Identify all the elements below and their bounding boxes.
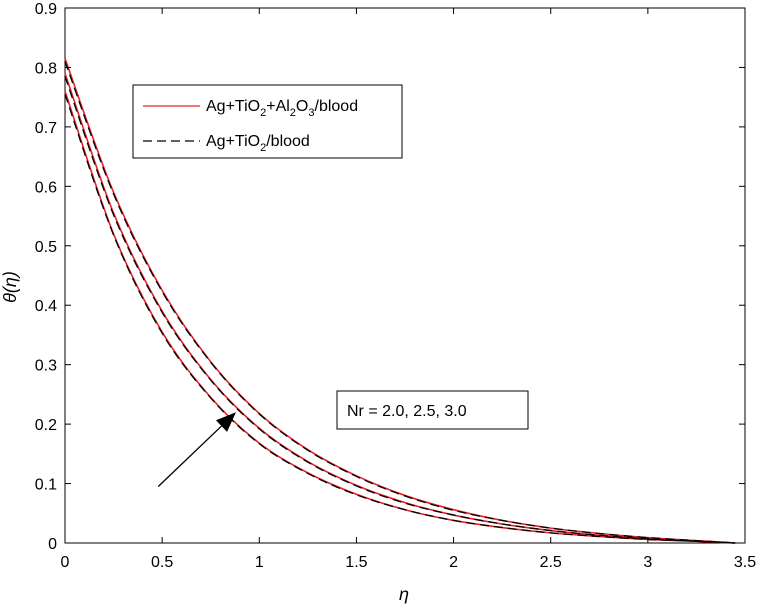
y-tick-label: 0.6: [35, 179, 57, 196]
y-tick-label: 0.2: [35, 417, 57, 434]
x-tick-label: 1.5: [345, 554, 367, 571]
x-tick-label: 0: [61, 554, 70, 571]
legend-box: [132, 84, 403, 159]
annotation-text: Nr = 2.0, 2.5, 3.0: [347, 403, 467, 420]
axis-ticks: 0 0.5 1 1.5 2 2.5 3 3.5 0 0.1 0.2 0.3 0.4 0.5 0.6 0.7 0.…: [35, 1, 756, 571]
legend-entry-2: Ag+TiO2/blood: [206, 133, 310, 154]
series-line-dashed-1: [64, 93, 736, 544]
series-line-dashed-2: [64, 76, 736, 544]
y-tick-label: 0.4: [35, 298, 57, 315]
y-tick-label: 0.1: [35, 477, 57, 494]
y-tick-label: 0.5: [35, 239, 57, 256]
x-tick-label: 3: [643, 554, 652, 571]
x-tick-label: 3.5: [734, 554, 756, 571]
increase-arrow: [157, 412, 236, 487]
x-tick-label: 2: [449, 554, 458, 571]
y-tick-label: 0.3: [35, 358, 57, 375]
y-tick-label: 0.8: [35, 60, 57, 77]
series-line-dashed-3: [64, 61, 736, 544]
x-tick-label: 2.5: [540, 554, 562, 571]
x-tick-label: 0.5: [151, 554, 173, 571]
x-axis-label: η: [399, 584, 409, 604]
y-tick-label: 0.7: [35, 120, 57, 137]
x-tick-label: 1: [255, 554, 264, 571]
annotation-box: Nr = 2.0, 2.5, 3.0: [336, 390, 529, 430]
arrow-head: [215, 412, 236, 432]
legend-entry-1: Ag+TiO2+Al2O3/blood: [206, 98, 358, 119]
y-axis-label: θ(η): [0, 271, 20, 303]
legend: Ag+TiO2+Al2O3/blood Ag+TiO2/blood: [132, 84, 403, 159]
y-tick-label: 0.9: [35, 1, 57, 18]
arrow-shaft: [157, 425, 222, 487]
y-tick-label: 0: [48, 536, 57, 553]
series-layer: [64, 58, 736, 544]
